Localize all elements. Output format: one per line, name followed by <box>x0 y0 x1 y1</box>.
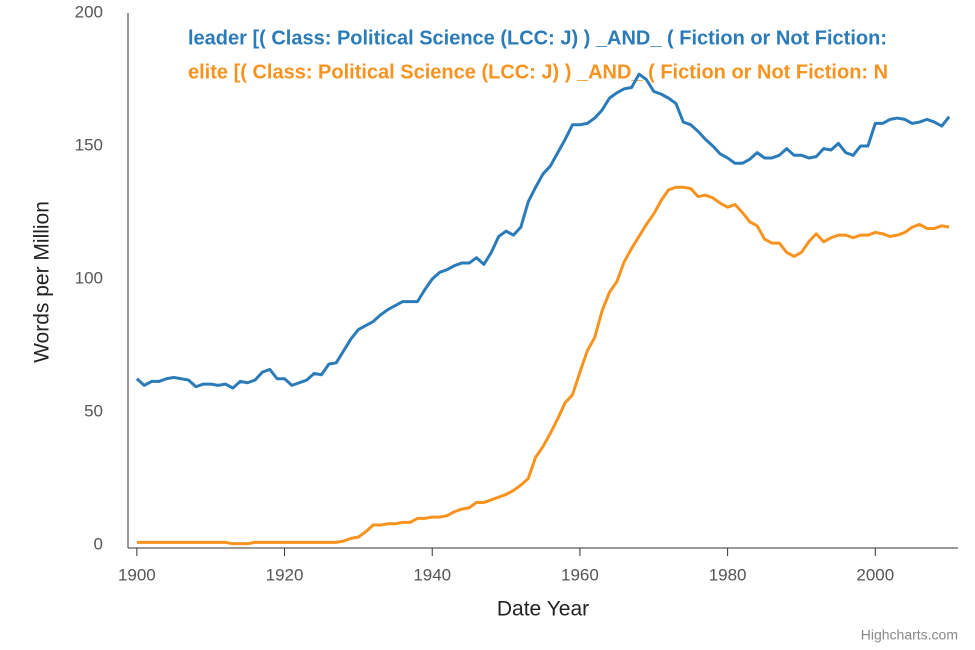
x-tick-label: 1980 <box>709 565 747 584</box>
x-tick-label: 1900 <box>118 565 156 584</box>
y-tick-label: 0 <box>94 534 103 553</box>
legend: leader [( Class: Political Science (LCC:… <box>188 27 888 83</box>
x-axis-title: Date Year <box>497 598 589 621</box>
x-tick-label: 1960 <box>561 565 599 584</box>
legend-entry: elite [( Class: Political Science (LCC: … <box>188 61 888 83</box>
series-line <box>135 72 951 390</box>
x-tick-label: 2000 <box>856 565 894 584</box>
legend-entry: leader [( Class: Political Science (LCC:… <box>188 27 887 49</box>
x-tick-label: 1920 <box>266 565 304 584</box>
y-tick-label: 200 <box>75 2 103 21</box>
series-line <box>136 185 950 546</box>
y-axis-title: Words per Million <box>31 201 54 363</box>
x-tick-label: 1940 <box>413 565 451 584</box>
y-tick-label: 150 <box>75 135 103 154</box>
y-tick-label: 50 <box>84 401 103 420</box>
y-tick-label: 100 <box>75 268 103 287</box>
credit[interactable]: Highcharts.com <box>861 627 958 643</box>
